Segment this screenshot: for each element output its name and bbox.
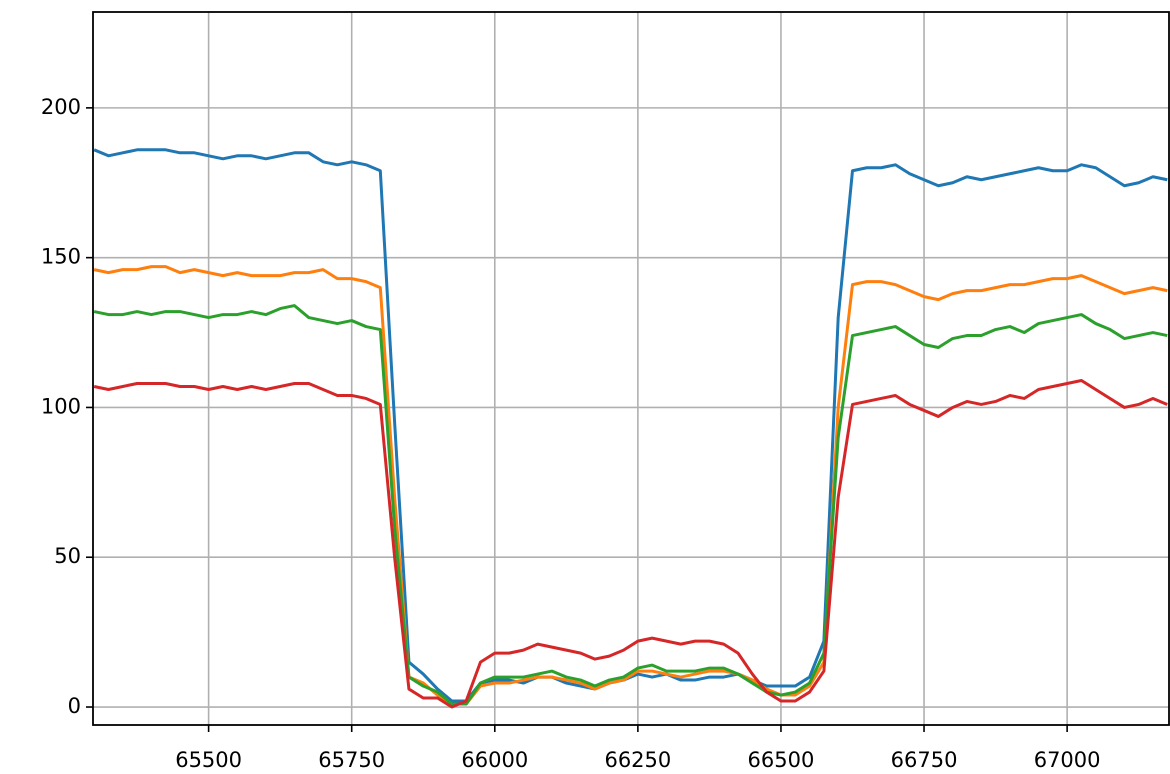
series-line [93,265,1168,706]
y-tick-label: 150 [41,245,81,269]
x-tick-label: 66250 [604,748,671,772]
x-tick-label: 65500 [175,748,242,772]
x-tick-label: 65750 [318,748,385,772]
x-tick-label: 66750 [891,748,958,772]
y-tick-label: 200 [41,95,81,119]
x-tick-label: 66000 [461,748,528,772]
x-tick-label: 67000 [1034,748,1101,772]
plot-frame [92,11,1170,726]
y-tick-label: 0 [68,694,81,718]
x-tick-label: 66500 [748,748,815,772]
y-tick-label: 100 [41,394,81,418]
y-tick-label: 50 [54,544,81,568]
series-line [93,148,1168,703]
series-line [93,304,1168,706]
series-line [93,378,1168,709]
